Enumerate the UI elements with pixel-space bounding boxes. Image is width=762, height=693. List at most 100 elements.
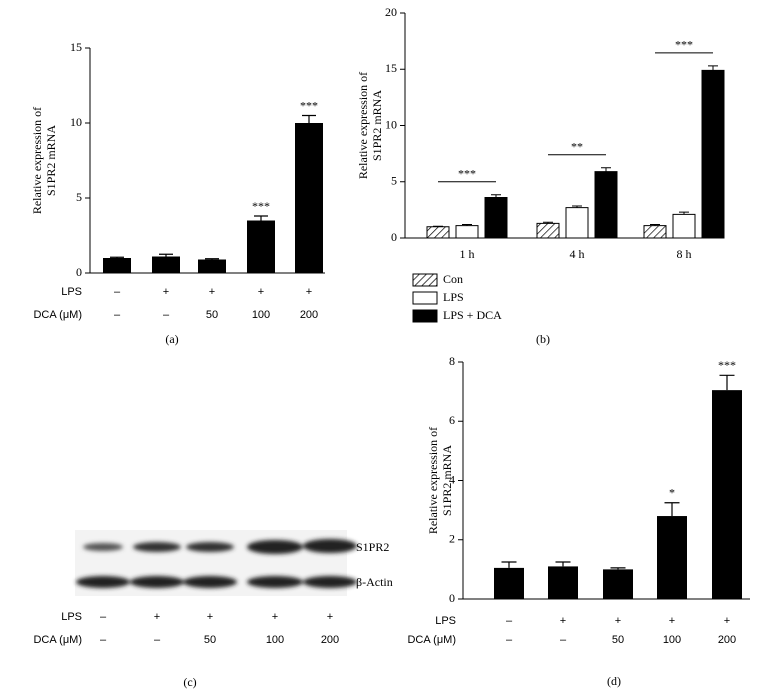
condition-value: 200: [300, 309, 318, 321]
bar: [657, 516, 687, 599]
y-tick-label: 2: [449, 532, 455, 546]
band: [303, 539, 357, 553]
y-tick-label: 20: [385, 5, 397, 19]
y-tick-label: 10: [385, 117, 397, 131]
band-label: β-Actin: [356, 575, 393, 589]
condition-value: –: [506, 634, 513, 646]
bar: [295, 123, 323, 273]
y-tick-label: 4: [449, 472, 455, 486]
x-tick-label: 1 h: [460, 247, 475, 261]
bar: [484, 197, 508, 239]
condition-label: DCA (μM): [33, 634, 82, 646]
error-bar: [601, 167, 611, 172]
condition-value: +: [154, 611, 160, 623]
condition-value: –: [100, 611, 107, 623]
condition-value: –: [114, 286, 121, 298]
error-bar: [572, 205, 582, 208]
y-axis-title: Relative expression of: [426, 427, 440, 534]
error-bar: [664, 502, 680, 517]
significance: ***: [458, 166, 476, 180]
y-axis-title: Relative expression of: [30, 107, 44, 214]
panel-label: (d): [607, 674, 621, 688]
error-bar: [719, 374, 735, 391]
band: [76, 576, 130, 588]
bar: [198, 259, 226, 273]
condition-value: +: [327, 611, 333, 623]
error-bar: [708, 65, 718, 71]
significance: ***: [718, 358, 736, 372]
condition-value: +: [724, 615, 730, 627]
condition-label: DCA (μM): [407, 634, 456, 646]
y-tick-label: 0: [449, 591, 455, 605]
error-bar: [205, 258, 219, 260]
condition-value: 200: [321, 634, 339, 646]
bar: [455, 225, 479, 239]
condition-value: 100: [266, 634, 284, 646]
y-tick-label: 5: [391, 174, 397, 188]
x-tick-label: 4 h: [570, 247, 585, 261]
condition-value: –: [154, 634, 161, 646]
significance: ***: [300, 98, 318, 112]
error-bar: [555, 561, 571, 567]
condition-value: –: [560, 634, 567, 646]
condition-value: +: [560, 615, 566, 627]
error-bar: [610, 567, 626, 570]
bar: [603, 569, 633, 599]
legend-label: LPS: [443, 290, 464, 304]
significance: ***: [252, 199, 270, 213]
panel-label: (c): [183, 675, 196, 689]
error-bar: [501, 561, 517, 568]
y-axis-title: Relative expression of: [356, 72, 370, 179]
error-bar: [110, 256, 124, 258]
significance: **: [571, 139, 583, 153]
band: [303, 576, 357, 588]
bar: [565, 207, 589, 239]
legend-swatch: [412, 309, 438, 323]
y-tick-label: 0: [391, 230, 397, 244]
y-tick-label: 5: [76, 190, 82, 204]
bar: [494, 567, 524, 599]
y-axis-title: S1PR2 mRNA: [44, 125, 58, 196]
bar: [594, 171, 618, 239]
condition-value: +: [615, 615, 621, 627]
y-axis-title: S1PR2 mRNA: [440, 445, 454, 516]
y-tick-label: 15: [70, 40, 82, 54]
condition-value: –: [100, 634, 107, 646]
error-bar: [254, 215, 268, 221]
bar: [536, 222, 560, 239]
condition-label: DCA (μM): [33, 309, 82, 321]
condition-value: 50: [612, 634, 624, 646]
y-tick-label: 8: [449, 354, 455, 368]
legend-swatch: [412, 291, 438, 305]
y-tick-label: 0: [76, 265, 82, 279]
panel-label: (a): [165, 332, 178, 346]
condition-value: +: [163, 286, 169, 298]
condition-label: LPS: [435, 615, 456, 627]
bar: [672, 213, 696, 239]
bar: [701, 69, 725, 239]
condition-value: –: [163, 309, 170, 321]
error-bar: [462, 224, 472, 226]
condition-value: +: [306, 286, 312, 298]
bar: [426, 226, 450, 239]
condition-value: +: [669, 615, 675, 627]
error-bar: [679, 211, 689, 215]
condition-value: 100: [252, 309, 270, 321]
blot-image: [75, 530, 357, 596]
band-label: S1PR2: [356, 540, 389, 554]
error-bar: [433, 225, 443, 227]
y-tick-label: 15: [385, 61, 397, 75]
y-tick-label: 10: [70, 115, 82, 129]
significance: *: [669, 485, 675, 499]
condition-label: LPS: [61, 286, 82, 298]
band: [183, 576, 237, 588]
condition-value: 50: [206, 309, 218, 321]
significance: ***: [675, 38, 693, 52]
band: [186, 542, 234, 552]
y-axis-title: S1PR2 mRNA: [370, 90, 384, 161]
legend-label: LPS + DCA: [443, 308, 502, 322]
condition-value: +: [272, 611, 278, 623]
condition-label: LPS: [61, 611, 82, 623]
